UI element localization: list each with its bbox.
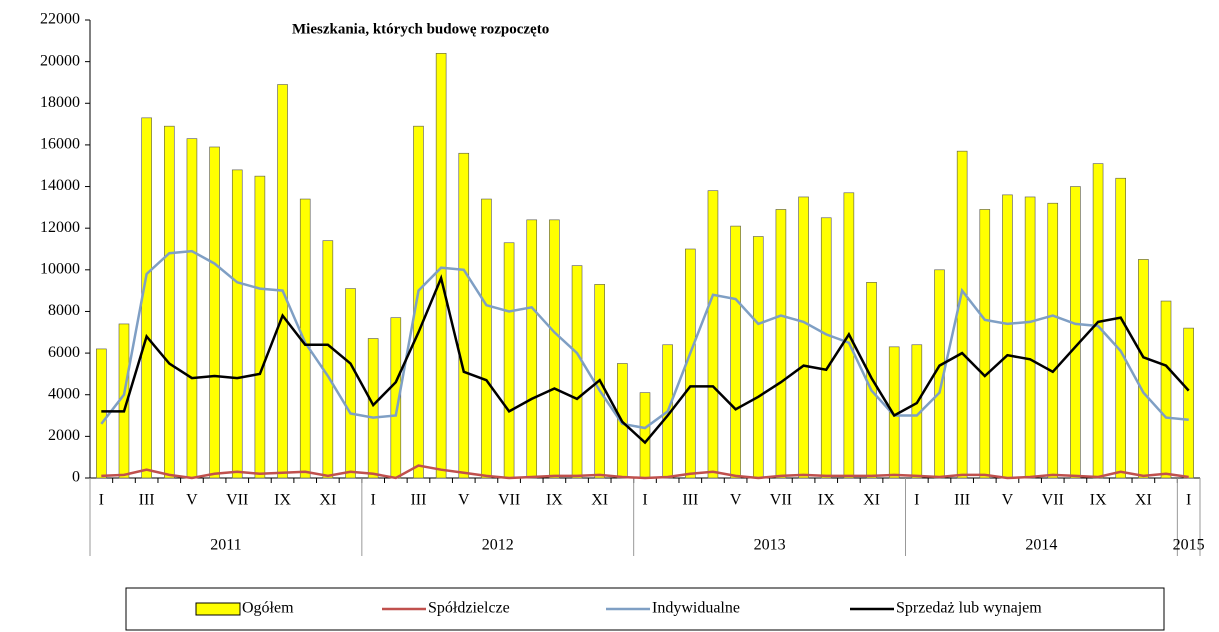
bar	[1138, 259, 1149, 479]
x-tick-label: XI	[591, 492, 608, 509]
x-tick-label: V	[1002, 492, 1014, 509]
x-tick-label: III	[139, 492, 155, 509]
bar	[209, 146, 220, 479]
x-tick-label: V	[730, 492, 742, 509]
bar	[164, 125, 175, 479]
bar	[1160, 300, 1172, 479]
line	[101, 464, 1189, 480]
year-label: 2014	[1025, 537, 1057, 554]
x-tick-label: IX	[1090, 492, 1107, 509]
bar	[1115, 177, 1126, 479]
x-tick-label: IX	[818, 492, 835, 509]
year-label: 2011	[210, 537, 241, 554]
x-tick-label: I	[99, 492, 104, 509]
x-tick-label: I	[914, 492, 919, 509]
y-tick-label: 22000	[40, 11, 80, 28]
y-tick-label: 0	[72, 469, 80, 486]
year-label: 2012	[482, 537, 514, 554]
x-tick-label: XI	[319, 492, 336, 509]
bar	[956, 150, 968, 479]
bar	[1070, 186, 1081, 479]
bar	[96, 348, 107, 479]
x-tick-label: III	[410, 492, 426, 509]
legend-swatch	[195, 602, 241, 616]
x-tick-label: VII	[1042, 492, 1064, 509]
bar	[549, 219, 560, 479]
y-tick-label: 4000	[48, 385, 80, 402]
bar	[1183, 327, 1194, 479]
legend-label: Spółdzielcze	[428, 600, 510, 617]
y-tick-label: 2000	[48, 427, 80, 444]
bar	[707, 190, 719, 479]
x-tick-label: III	[954, 492, 970, 509]
bar	[503, 242, 515, 479]
bar	[413, 125, 424, 479]
y-tick-label: 16000	[40, 136, 80, 153]
x-tick-label: IX	[546, 492, 563, 509]
bar	[458, 152, 470, 479]
x-tick-label: III	[682, 492, 698, 509]
y-tick-label: 20000	[40, 52, 80, 69]
bar	[571, 265, 583, 479]
x-tick-label: VII	[770, 492, 792, 509]
bar	[1047, 202, 1059, 479]
bar	[979, 209, 991, 479]
legend-label: Indywidualne	[652, 600, 740, 617]
line	[100, 249, 1189, 430]
bar	[277, 84, 288, 479]
bar	[322, 240, 334, 479]
x-tick-label: I	[1186, 492, 1191, 509]
bar	[526, 219, 538, 479]
y-tick-label: 8000	[48, 302, 80, 319]
bar	[1002, 194, 1013, 479]
bar	[820, 217, 832, 479]
x-tick-label: I	[642, 492, 647, 509]
x-tick-label: I	[370, 492, 375, 509]
y-tick-label: 14000	[40, 177, 80, 194]
bar	[345, 288, 356, 479]
x-tick-label: V	[458, 492, 470, 509]
legend-label: Ogółem	[242, 600, 294, 617]
year-label: 2013	[754, 537, 786, 554]
x-tick-label: XI	[1135, 492, 1152, 509]
y-tick-label: 6000	[48, 344, 80, 361]
chart-title: Mieszkania, których budowę rozpoczęto	[292, 21, 549, 37]
legend-label: Sprzedaż lub wynajem	[896, 600, 1042, 617]
x-tick-label: XI	[863, 492, 880, 509]
x-tick-label: IX	[274, 492, 291, 509]
y-tick-label: 18000	[40, 94, 80, 111]
bar	[639, 392, 651, 479]
bar	[775, 209, 787, 479]
bar	[1024, 196, 1036, 479]
x-tick-label: VII	[498, 492, 520, 509]
x-tick-label: VII	[226, 492, 248, 509]
bar	[730, 225, 741, 479]
y-tick-label: 12000	[40, 219, 80, 236]
bar	[481, 198, 492, 479]
line	[101, 274, 1190, 445]
y-tick-label: 10000	[40, 260, 80, 277]
bar	[752, 236, 764, 479]
bar	[435, 53, 447, 479]
bar	[254, 175, 266, 479]
bar	[186, 138, 198, 479]
bar	[798, 196, 809, 479]
bar	[231, 169, 243, 479]
year-label: 2015	[1173, 537, 1205, 554]
bar	[367, 338, 379, 479]
x-tick-label: V	[186, 492, 198, 509]
